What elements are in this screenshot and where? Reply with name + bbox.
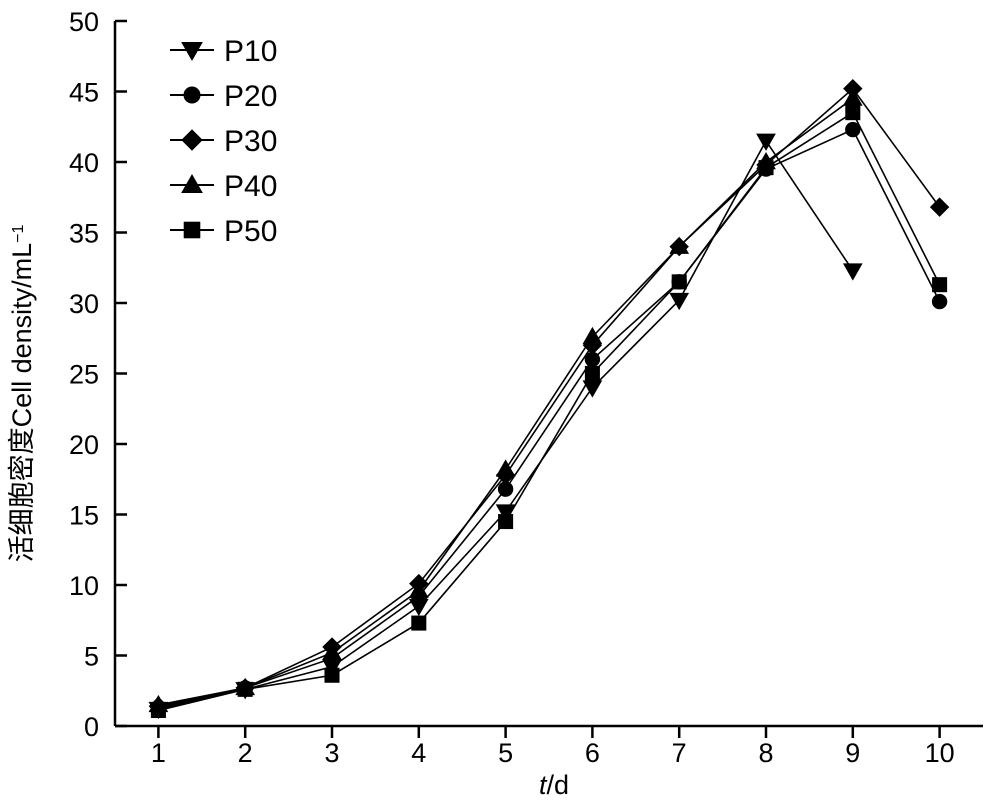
x-axis-title-italic: t [539,770,548,800]
y-tick-label: 50 [69,7,99,37]
x-tick-label: 4 [411,738,426,768]
series-P50 [150,105,948,719]
y-tick-label: 15 [69,501,99,531]
data-point-triangle-down [181,42,203,62]
data-point-square [845,105,861,121]
legend-label: P40 [224,170,277,203]
x-tick-label: 6 [585,738,600,768]
legend-label: P50 [224,215,277,248]
data-point-triangle-down [669,292,690,311]
data-point-triangle-up [408,580,429,598]
x-tick-label: 7 [672,738,687,768]
y-ticks: 0 5 10 15 20 25 30 35 40 45 50 [69,7,127,742]
x-tick-label: 5 [498,738,513,768]
legend-label: P10 [224,35,277,68]
data-point-triangle-up [322,642,342,660]
data-point-circle [845,121,861,138]
y-tick-label: 0 [84,712,99,742]
data-point-triangle-down [756,133,776,151]
legend-label: P30 [224,125,277,158]
data-point-diamond [181,129,203,151]
data-point-square [758,160,774,176]
y-axis-title: 活细胞密度Cell density/mL−1 [7,224,37,562]
data-point-diamond [929,197,950,217]
legend: P10 P20 P30 P40 P50 [170,35,277,248]
data-point-circle [931,293,948,310]
data-point-triangle-up [669,236,690,254]
series-layer [148,78,950,720]
legend-item-P10: P10 [170,35,277,68]
y-tick-label: 30 [69,289,99,319]
data-point-circle [183,86,201,104]
data-point-triangle-down [842,263,863,281]
series-P20 [150,121,948,716]
y-tick-label: 35 [69,219,99,249]
series-line [158,111,941,712]
x-tick-label: 10 [925,738,955,768]
data-point-square [411,615,427,631]
y-axis-title-superscript: −1 [10,224,27,242]
data-point-triangle-up [582,326,603,345]
data-point-square [183,221,201,239]
y-tick-label: 25 [69,360,99,390]
data-point-triangle-up [495,459,516,477]
y-tick-label: 10 [69,571,99,601]
x-axis-title-unit: /d [546,770,569,800]
x-tick-label: 1 [151,738,166,768]
data-point-square [671,274,687,290]
data-point-square [324,667,340,683]
legend-item-P40: P40 [170,170,277,203]
data-point-square [237,681,253,697]
legend-item-P20: P20 [170,80,277,113]
y-tick-label: 45 [69,78,99,108]
series-line [158,87,941,708]
x-axis-title: t/d [539,770,569,800]
data-point-square [584,365,600,382]
data-point-square [498,514,514,530]
x-tick-label: 9 [845,738,860,768]
y-axis-title-main: 活细胞密度Cell density/mL [7,243,37,563]
legend-item-P50: P50 [170,215,277,248]
legend-label: P20 [224,80,277,113]
legend-item-P30: P30 [170,125,277,158]
y-tick-label: 5 [84,642,99,672]
data-point-triangle-up [181,173,203,193]
data-point-square [932,277,948,293]
x-tick-label: 2 [238,738,253,768]
y-tick-label: 20 [69,430,99,460]
series-line [158,128,941,709]
x-ticks: 1 2 3 4 5 6 7 8 9 10 [151,726,955,768]
data-point-square [150,702,166,719]
x-tick-label: 8 [758,738,773,768]
y-tick-label: 40 [69,148,99,178]
x-tick-label: 3 [324,738,339,768]
